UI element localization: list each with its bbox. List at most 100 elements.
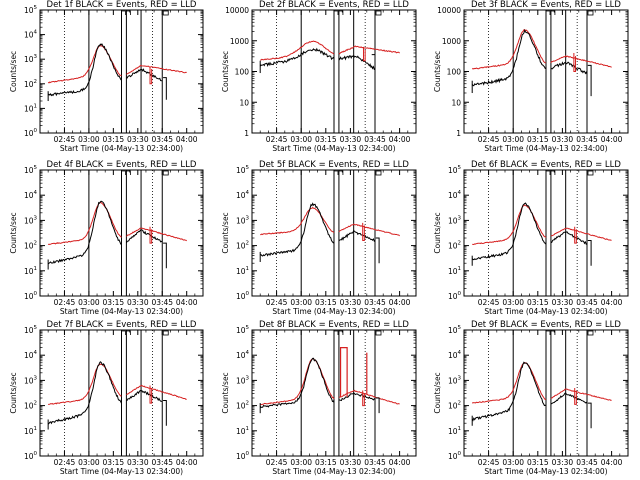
- y-tick-label: 102: [448, 241, 461, 251]
- x-axis-label: Start Time (04-May-13 02:34:00): [60, 307, 183, 316]
- panel-title: Det 4f BLACK = Events, RED = LLD: [47, 160, 197, 170]
- series-lld-dropout: [362, 390, 365, 407]
- y-tick-label: 10000: [225, 6, 249, 15]
- x-tick-label: 04:00: [176, 135, 198, 144]
- x-axis-label: Start Time (04-May-13 02:34:00): [484, 144, 607, 153]
- series-events-tail: [371, 54, 376, 86]
- chart-panel-9: Det 9f BLACK = Events, RED = LLD 100 101 10…: [433, 320, 629, 476]
- panel-title: Det 9f BLACK = Events, RED = LLD: [471, 320, 621, 330]
- y-axis-label: Counts/sec: [9, 51, 18, 92]
- interval-flag-marker: [550, 330, 556, 335]
- y-tick-label: 102: [24, 241, 37, 251]
- x-tick-label: 02:45: [54, 135, 76, 144]
- series-lld-dropout: [149, 226, 153, 244]
- x-tick-label: 03:15: [315, 298, 337, 307]
- y-tick-label: 101: [24, 266, 37, 276]
- y-tick-label: 10000: [437, 6, 461, 15]
- y-tick-label: 101: [236, 426, 249, 436]
- interval-box-marker: [375, 170, 382, 176]
- y-tick-label: 104: [24, 350, 38, 360]
- chart-panel-1: Det 1f BLACK = Events, RED = LLD 100 101 10…: [9, 0, 204, 153]
- x-tick-label: 04:00: [601, 458, 623, 467]
- x-tick-label: 04:00: [176, 458, 198, 467]
- x-tick-label: 04:00: [389, 298, 411, 307]
- interval-flag-marker: [121, 170, 126, 175]
- x-axis-label: Start Time (04-May-13 02:34:00): [272, 467, 395, 476]
- y-tick-label: 10: [239, 98, 249, 107]
- series-events-line: [47, 200, 163, 265]
- x-axis-label: Start Time (04-May-13 02:34:00): [272, 144, 395, 153]
- series-lld-spike: [339, 347, 348, 398]
- x-tick-label: 03:30: [127, 135, 149, 144]
- x-tick-label: 02:45: [54, 298, 76, 307]
- y-tick-label: 101: [448, 266, 461, 276]
- interval-flag-marker: [338, 330, 344, 335]
- series-events-line: [471, 28, 588, 87]
- x-tick-label: 03:30: [552, 458, 574, 467]
- x-axis-label: Start Time (04-May-13 02:34:00): [484, 467, 607, 476]
- x-tick-label: 03:15: [527, 298, 549, 307]
- series-events-line: [471, 202, 588, 261]
- y-tick-label: 101: [24, 103, 37, 113]
- panel-title: Det 5f BLACK = Events, RED = LLD: [259, 160, 409, 170]
- x-tick-label: 03:45: [364, 135, 386, 144]
- y-tick-label: 100: [235, 68, 250, 77]
- x-tick-label: 03:30: [340, 298, 362, 307]
- y-tick-label: 1000: [230, 37, 249, 46]
- x-tick-label: 03:30: [127, 298, 149, 307]
- x-axis-label: Start Time (04-May-13 02:34:00): [60, 144, 183, 153]
- x-tick-label: 03:45: [151, 458, 173, 467]
- y-axis-label: Counts/sec: [433, 212, 442, 253]
- interval-flag-marker: [121, 330, 126, 335]
- chart-panel-5: Det 5f BLACK = Events, RED = LLD 100 101 10…: [221, 160, 417, 316]
- y-axis-label: Counts/sec: [433, 372, 442, 413]
- interval-flag-marker: [338, 170, 344, 175]
- x-tick-label: 02:45: [266, 458, 288, 467]
- interval-flag-marker: [126, 10, 131, 15]
- y-axis-label: Counts/sec: [221, 372, 230, 413]
- chart-panel-8: Det 8f BLACK = Events, RED = LLD 100 101 10…: [221, 320, 417, 476]
- interval-box-marker: [162, 10, 169, 16]
- series-lld-line: [260, 206, 400, 237]
- x-tick-label: 03:45: [576, 458, 598, 467]
- interval-box-marker: [375, 10, 382, 16]
- y-axis-label: Counts/sec: [9, 372, 18, 413]
- chart-panel-6: Det 6f BLACK = Events, RED = LLD 100 101 10…: [433, 160, 629, 316]
- y-tick-label: 104: [236, 190, 250, 200]
- x-tick-label: 03:15: [103, 298, 125, 307]
- chart-panel-3: Det 3f BLACK = Events, RED = LLD 1 10 100 10…: [433, 0, 629, 153]
- series-lld-dropout: [363, 46, 366, 62]
- y-tick-label: 105: [24, 165, 38, 175]
- interval-flag-marker: [546, 170, 551, 175]
- y-tick-label: 103: [448, 215, 462, 225]
- x-tick-label: 03:00: [290, 298, 312, 307]
- x-axis-label: Start Time (04-May-13 02:34:00): [484, 307, 607, 316]
- series-lld-line: [260, 40, 400, 61]
- y-tick-label: 105: [236, 165, 250, 175]
- panel-title: Det 2f BLACK = Events, RED = LLD: [259, 0, 409, 10]
- y-tick-label: 105: [24, 5, 38, 15]
- series-events-tail: [375, 237, 380, 264]
- series-events-line: [47, 43, 163, 97]
- y-tick-label: 102: [24, 79, 37, 89]
- y-tick-label: 10: [451, 98, 461, 107]
- y-tick-label: 104: [448, 190, 462, 200]
- series-lld-dropout: [573, 53, 577, 72]
- interval-flag-marker: [126, 330, 131, 335]
- interval-flag-marker: [546, 10, 551, 15]
- series-lld-dropout: [149, 66, 153, 85]
- y-tick-label: 101: [24, 426, 37, 436]
- y-tick-label: 105: [24, 325, 38, 335]
- y-tick-label: 102: [448, 401, 461, 411]
- y-tick-label: 1: [244, 129, 249, 138]
- x-tick-label: 03:30: [127, 458, 149, 467]
- interval-box-marker: [587, 330, 594, 336]
- x-tick-label: 03:15: [527, 135, 549, 144]
- y-tick-label: 102: [236, 401, 249, 411]
- series-events-tail: [163, 77, 167, 100]
- x-tick-label: 03:15: [315, 458, 337, 467]
- series-events-tail: [375, 397, 380, 414]
- panel-title: Det 1f BLACK = Events, RED = LLD: [47, 0, 197, 10]
- interval-flag-marker: [121, 10, 126, 15]
